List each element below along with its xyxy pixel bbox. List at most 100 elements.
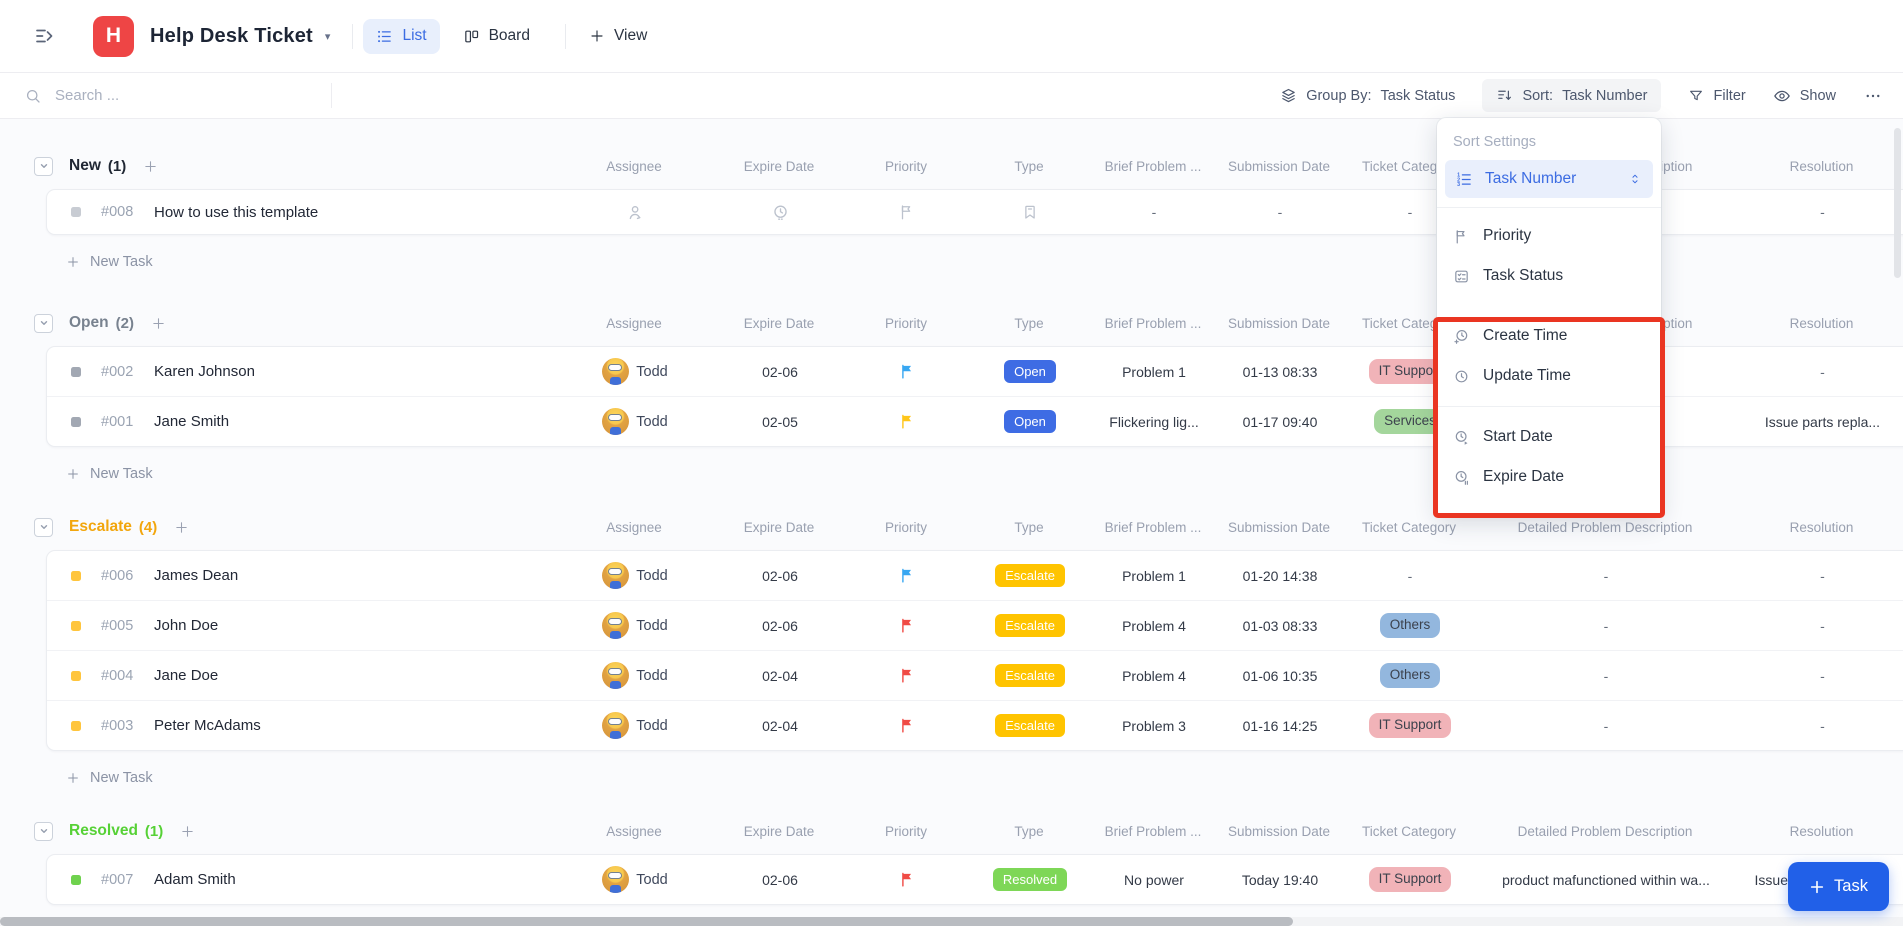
submission-date-cell[interactable]: Today 19:40 [1241,871,1319,888]
column-header-type[interactable]: Type [1014,823,1044,839]
sort-option-start-date[interactable]: Start Date [1437,417,1661,457]
type-cell[interactable]: Escalate [963,613,1097,638]
new-task-button[interactable]: New Task [66,461,216,487]
sort-option-task-status[interactable]: Task Status [1437,256,1661,296]
workspace-logo[interactable]: H [93,15,134,57]
submission-date-cell[interactable]: 01-17 09:40 [1242,413,1318,430]
task-name[interactable]: Jane Doe [154,667,219,684]
submission-date-cell[interactable]: 01-16 14:25 [1242,717,1318,734]
column-header-detailed[interactable]: Detailed Problem Description [1517,519,1693,535]
detailed-description-cell[interactable]: - [1603,667,1609,684]
type-cell[interactable]: Open [963,409,1097,434]
expire-date-cell[interactable]: 02-06 [762,363,798,380]
assignee-cell[interactable]: Todd [561,612,709,639]
brief-problem-cell[interactable]: Problem 1 [1122,363,1186,380]
status-square[interactable] [71,620,81,631]
type-cell[interactable]: Escalate [963,663,1097,688]
ticket-category-cell[interactable]: - [1407,567,1413,584]
priority-cell[interactable] [851,617,963,634]
expire-date-cell[interactable]: 02-05 [762,413,798,430]
resolution-cell[interactable]: - [1820,204,1825,220]
status-square[interactable] [71,366,81,377]
task-name[interactable]: Adam Smith [154,871,236,888]
add-task-icon[interactable] [174,520,189,535]
task-row[interactable]: #008 How to use this template - - - - [47,190,1903,234]
tab-list[interactable]: List [363,18,440,54]
collapse-group-icon[interactable] [34,517,53,537]
type-cell[interactable]: Open [963,359,1097,384]
more-options-button[interactable] [1863,87,1883,105]
priority-cell[interactable] [851,717,963,734]
column-header-priority[interactable]: Priority [884,315,927,331]
column-header-priority[interactable]: Priority [884,158,927,174]
assignee-cell[interactable]: Todd [561,562,709,589]
column-header-expire[interactable]: Expire Date [743,315,815,331]
status-square[interactable] [71,570,81,581]
search-input[interactable] [53,86,277,105]
ticket-category-cell[interactable]: IT Support [1349,867,1471,892]
sort-option-create-time[interactable]: Create Time [1437,316,1661,356]
assignee-cell[interactable]: Todd [561,662,709,689]
sort-option-expire-date[interactable]: Expire Date [1437,457,1661,497]
column-header-resolution[interactable]: Resolution [1789,519,1854,535]
brief-problem-cell[interactable]: Problem 4 [1122,617,1186,634]
brief-problem-cell[interactable]: Flickering lig... [1109,413,1199,430]
ticket-category-cell[interactable]: - [1407,204,1413,220]
resolution-cell[interactable]: Issue parts repla... [1764,413,1881,430]
status-square[interactable] [71,670,81,681]
column-header-brief[interactable]: Brief Problem ... [1104,823,1202,839]
priority-cell[interactable] [851,363,963,380]
task-name[interactable]: James Dean [154,567,239,584]
column-header-expire[interactable]: Expire Date [743,823,815,839]
status-square[interactable] [71,874,81,885]
expire-date-cell[interactable] [709,203,851,222]
submission-date-cell[interactable]: 01-20 14:38 [1242,567,1318,584]
column-header-brief[interactable]: Brief Problem ... [1104,158,1202,174]
column-header-brief[interactable]: Brief Problem ... [1104,519,1202,535]
brief-problem-cell[interactable]: Problem 3 [1122,717,1186,734]
resolution-cell[interactable]: Issue [1754,871,1788,888]
detailed-description-cell[interactable]: - [1603,717,1609,734]
task-name[interactable]: How to use this template [154,203,319,221]
resolution-cell[interactable]: - [1820,717,1825,734]
expire-date-cell[interactable]: 02-04 [762,717,798,734]
resolution-cell[interactable]: - [1820,363,1825,380]
ticket-category-cell[interactable]: IT Support [1349,359,1471,384]
submission-date-cell[interactable]: 01-03 08:33 [1242,617,1318,634]
ticket-category-cell[interactable]: Others [1349,613,1471,638]
add-task-icon[interactable] [151,316,166,331]
column-header-assignee[interactable]: Assignee [606,158,662,174]
column-header-expire[interactable]: Expire Date [743,158,815,174]
task-name[interactable]: John Doe [154,617,219,634]
column-header-type[interactable]: Type [1014,315,1044,331]
brief-problem-cell[interactable]: - [1151,204,1157,220]
priority-cell[interactable] [851,567,963,584]
expand-sidebar-icon[interactable] [33,24,57,48]
task-name[interactable]: Jane Smith [154,413,230,430]
priority-cell[interactable] [851,871,963,888]
add-task-icon[interactable] [180,824,195,839]
new-task-button[interactable]: New Task [66,765,216,791]
tab-add-view[interactable]: View [576,19,660,54]
group-by-control[interactable]: Group By: Task Status [1280,87,1455,104]
column-header-resolution[interactable]: Resolution [1789,158,1854,174]
ticket-category-cell[interactable]: Others [1349,663,1471,688]
type-cell[interactable]: Escalate [963,713,1097,738]
priority-cell[interactable] [851,667,963,684]
new-task-button[interactable]: New Task [66,249,216,275]
brief-problem-cell[interactable]: No power [1124,871,1184,888]
resolution-cell[interactable]: - [1820,617,1825,634]
status-square[interactable] [71,207,81,217]
expire-date-cell[interactable]: 02-06 [762,871,798,888]
assignee-cell[interactable]: Todd [561,358,709,385]
collapse-group-icon[interactable] [34,156,53,176]
task-row[interactable]: #004 Jane Doe Todd 02-04 Escalate Proble… [47,650,1903,700]
column-header-ticket[interactable]: Ticket Category [1361,519,1457,535]
sort-direction-icon[interactable] [1628,172,1642,186]
status-square[interactable] [71,416,81,427]
ticket-category-cell[interactable]: IT Support [1349,713,1471,738]
assignee-cell[interactable] [561,203,709,222]
column-header-detailed[interactable]: Detailed Problem Description [1517,823,1693,839]
expire-date-cell[interactable]: 02-04 [762,667,798,684]
